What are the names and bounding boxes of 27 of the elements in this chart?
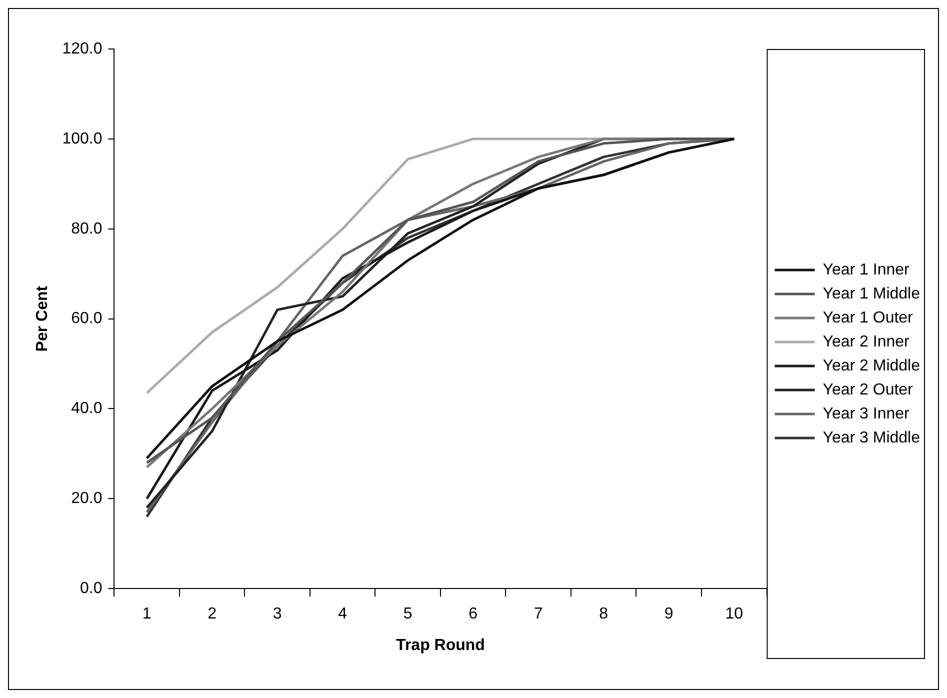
y-axis-title: Per Cent xyxy=(34,285,52,352)
x-tick-label: 3 xyxy=(272,606,282,623)
legend-label: Year 2 Middle xyxy=(822,357,920,374)
legend-label: Year 1 Inner xyxy=(822,261,910,278)
x-tick-label: 1 xyxy=(142,606,152,623)
x-tick-label: 6 xyxy=(468,606,478,623)
x-tick-label: 8 xyxy=(599,606,608,623)
x-tick-label: 2 xyxy=(208,606,217,623)
legend-label: Year 2 Outer xyxy=(822,381,914,398)
y-tick-label: 60.0 xyxy=(71,310,102,328)
y-tick-label: 40.0 xyxy=(71,400,102,418)
y-tick-label: 120.0 xyxy=(62,40,102,58)
x-tick-label: 9 xyxy=(664,606,674,623)
legend-label: Year 1 Outer xyxy=(822,309,914,326)
y-tick-label: 80.0 xyxy=(71,220,102,238)
x-tick-label: 10 xyxy=(725,606,744,623)
legend-label: Year 3 Middle xyxy=(822,429,920,446)
legend-label: Year 3 Inner xyxy=(822,405,910,422)
y-tick-label: 100.0 xyxy=(62,130,102,148)
x-axis-title: Trap Round xyxy=(396,636,485,654)
y-tick-label: 0.0 xyxy=(80,580,102,598)
y-tick-label: 20.0 xyxy=(71,490,102,508)
x-tick-label: 7 xyxy=(534,606,543,623)
legend-label: Year 2 Inner xyxy=(822,333,910,350)
x-tick-label: 5 xyxy=(403,606,412,623)
legend-label: Year 1 Middle xyxy=(822,285,920,302)
x-tick-label: 4 xyxy=(338,606,348,623)
